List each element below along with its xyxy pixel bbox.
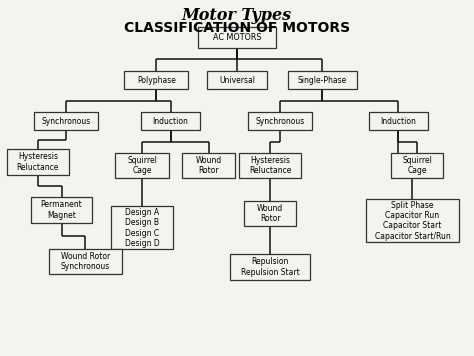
Text: Split Phase
Capacitor Run
Capacitor Start
Capacitor Start/Run: Split Phase Capacitor Run Capacitor Star… [374,201,450,241]
Text: Induction: Induction [153,116,189,126]
Text: Repulsion
Repulsion Start: Repulsion Repulsion Start [241,257,300,277]
Text: Wound Rotor
Synchronous: Wound Rotor Synchronous [61,252,110,271]
FancyBboxPatch shape [198,27,276,48]
Text: Hysteresis
Reluctance: Hysteresis Reluctance [249,156,292,175]
Text: Universal: Universal [219,75,255,85]
Text: AC MOTORS: AC MOTORS [213,33,261,42]
FancyBboxPatch shape [288,71,356,89]
FancyBboxPatch shape [48,249,122,274]
FancyBboxPatch shape [31,197,92,223]
Text: Synchronous: Synchronous [42,116,91,126]
Text: Polyphase: Polyphase [137,75,176,85]
FancyBboxPatch shape [368,112,428,130]
FancyBboxPatch shape [115,153,169,178]
FancyBboxPatch shape [124,71,189,89]
Text: Squirrel
Cage: Squirrel Cage [402,156,432,175]
Text: Squirrel
Cage: Squirrel Cage [127,156,157,175]
FancyBboxPatch shape [366,199,459,242]
Text: Synchronous: Synchronous [255,116,304,126]
Text: Wound
Rotor: Wound Rotor [195,156,222,175]
FancyBboxPatch shape [391,153,443,178]
Text: Design A
Design B
Design C
Design D: Design A Design B Design C Design D [125,208,160,248]
FancyBboxPatch shape [207,71,266,89]
FancyBboxPatch shape [111,206,173,249]
Text: Permanent
Magnet: Permanent Magnet [41,200,82,220]
FancyBboxPatch shape [230,254,310,280]
FancyBboxPatch shape [182,153,235,178]
FancyBboxPatch shape [34,112,99,130]
Text: Induction: Induction [380,116,416,126]
FancyBboxPatch shape [239,153,301,178]
Text: CLASSIFICATION OF MOTORS: CLASSIFICATION OF MOTORS [124,21,350,35]
FancyBboxPatch shape [244,201,296,226]
Text: Single-Phase: Single-Phase [298,75,347,85]
Text: Wound
Rotor: Wound Rotor [257,204,283,223]
FancyBboxPatch shape [141,112,200,130]
Text: Hysteresis
Reluctance: Hysteresis Reluctance [17,152,59,172]
Text: Motor Types: Motor Types [182,7,292,24]
FancyBboxPatch shape [247,112,311,130]
FancyBboxPatch shape [7,149,69,175]
